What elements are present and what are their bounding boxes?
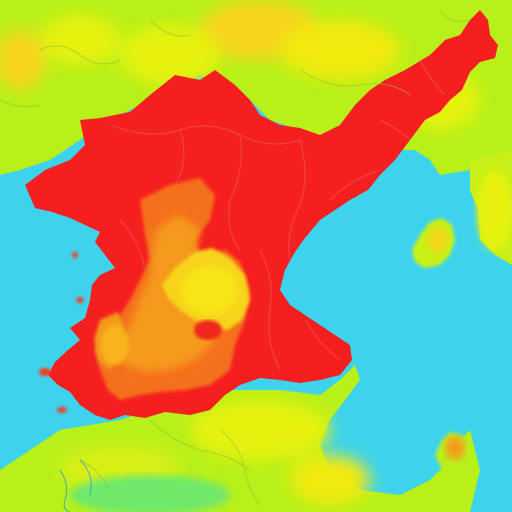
rivers [59, 459, 92, 512]
southern-green-patch [70, 475, 230, 512]
land-borders [0, 9, 471, 506]
eastern-yellow-patch [477, 170, 512, 250]
southeast-island-orange [445, 436, 465, 460]
east-island-yellow [428, 228, 448, 252]
central-yellow-core [182, 266, 238, 314]
western-islands [39, 252, 84, 413]
interior-borders [109, 59, 446, 371]
central-red-spot [194, 320, 222, 340]
western-coast-orange [94, 312, 129, 370]
